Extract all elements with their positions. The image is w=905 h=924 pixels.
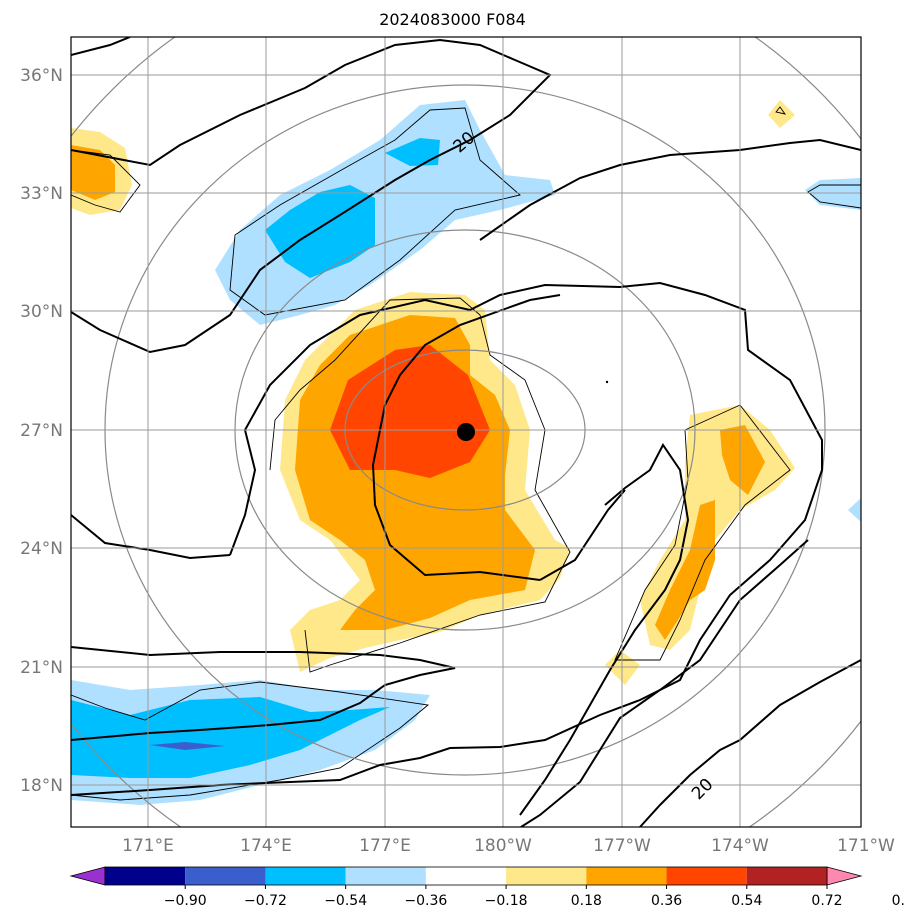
colorbar-label: 0.90 <box>892 893 905 909</box>
outline-east <box>614 404 791 661</box>
contour-center <box>71 281 823 796</box>
field-dark-blue-regions <box>150 742 225 750</box>
lon-tick-177e: 177°E <box>359 836 411 856</box>
lat-axis: 36°N 33°N 30°N 27°N 24°N 21°N 18°N <box>20 66 63 796</box>
outline-southwest <box>71 681 430 801</box>
contour-north <box>71 37 552 354</box>
colorbar-segment <box>506 867 587 885</box>
shade-east-orange-2 <box>655 500 715 640</box>
outline-east-small <box>807 184 861 209</box>
height-contours <box>71 37 861 827</box>
lon-tick-180: 180°W <box>474 836 532 856</box>
colorbar-segment <box>586 867 667 885</box>
colorbar: −0.90 −0.72 −0.54 −0.36 −0.18 0.18 0.36 0.54 0.7… <box>69 866 905 909</box>
shade-east-light-blue <box>805 178 861 210</box>
contour-label-southeast: 20 <box>688 775 717 804</box>
colorbar-segment <box>265 867 346 885</box>
outline-center <box>269 297 571 673</box>
small-dot-marker <box>605 380 609 384</box>
shade-southwest-dark-blue <box>150 742 225 750</box>
contour-southeast <box>520 539 861 827</box>
colorbar-label: −0.36 <box>404 893 447 909</box>
colorbar-segment <box>666 867 747 885</box>
lon-tick-171e: 171°E <box>122 836 174 856</box>
colorbar-label: −0.90 <box>164 893 207 909</box>
contour-east <box>519 443 690 816</box>
shade-east-orange <box>720 425 765 495</box>
colorbar-extend-low <box>69 866 106 886</box>
colorbar-segment <box>425 867 507 885</box>
lon-tick-171w: 171°W <box>837 836 895 856</box>
shade-east-yellow-blob <box>768 100 795 128</box>
contour-northeast <box>479 138 861 241</box>
outline-yellow-blob <box>775 106 787 115</box>
colorbar-segment <box>345 867 426 885</box>
colorbar-label: 0.36 <box>651 893 682 909</box>
map-frame <box>70 36 862 828</box>
lat-tick-33: 33°N <box>20 184 63 204</box>
colorbar-label: 0.54 <box>731 893 762 909</box>
shade-center-red <box>330 345 490 478</box>
lon-tick-177w: 177°W <box>593 836 651 856</box>
colorbar-frame <box>104 866 828 886</box>
lon-tick-174w: 174°W <box>711 836 769 856</box>
colorbar-label: −0.72 <box>244 893 287 909</box>
lat-tick-24: 24°N <box>20 539 63 559</box>
colorbar-segment <box>185 867 266 885</box>
lat-tick-30: 30°N <box>20 302 63 322</box>
contour-south <box>71 489 626 741</box>
shade-east-dot-light-blue <box>848 498 861 522</box>
colorbar-extend-high <box>826 866 863 886</box>
map-title: 2024083000 F084 <box>379 10 526 29</box>
contour-inner <box>371 294 561 581</box>
colorbar-label: 0.18 <box>571 893 602 909</box>
outline-west <box>71 149 141 213</box>
field-red-orange-regions <box>330 345 490 478</box>
colorbar-label: 0.72 <box>811 893 842 909</box>
colorbar-label: −0.54 <box>324 893 367 909</box>
shade-west-orange <box>71 145 115 200</box>
colorbar-segment <box>105 867 186 885</box>
lat-tick-27: 27°N <box>20 421 63 441</box>
outline-north <box>229 107 521 316</box>
shade-north-blue <box>265 185 375 278</box>
storm-center-marker <box>457 423 475 441</box>
lat-tick-18: 18°N <box>20 776 63 796</box>
colorbar-segment <box>746 867 827 885</box>
lon-axis: 171°E 174°E 177°E 180°W 177°W 174°W 171°… <box>122 836 895 856</box>
field-outlines <box>71 106 861 801</box>
lat-tick-21: 21°N <box>20 658 63 678</box>
lat-tick-36: 36°N <box>20 66 63 86</box>
lon-tick-174e: 174°E <box>240 836 292 856</box>
shade-north-blue-small <box>385 138 440 166</box>
colorbar-label: −0.18 <box>485 893 528 909</box>
